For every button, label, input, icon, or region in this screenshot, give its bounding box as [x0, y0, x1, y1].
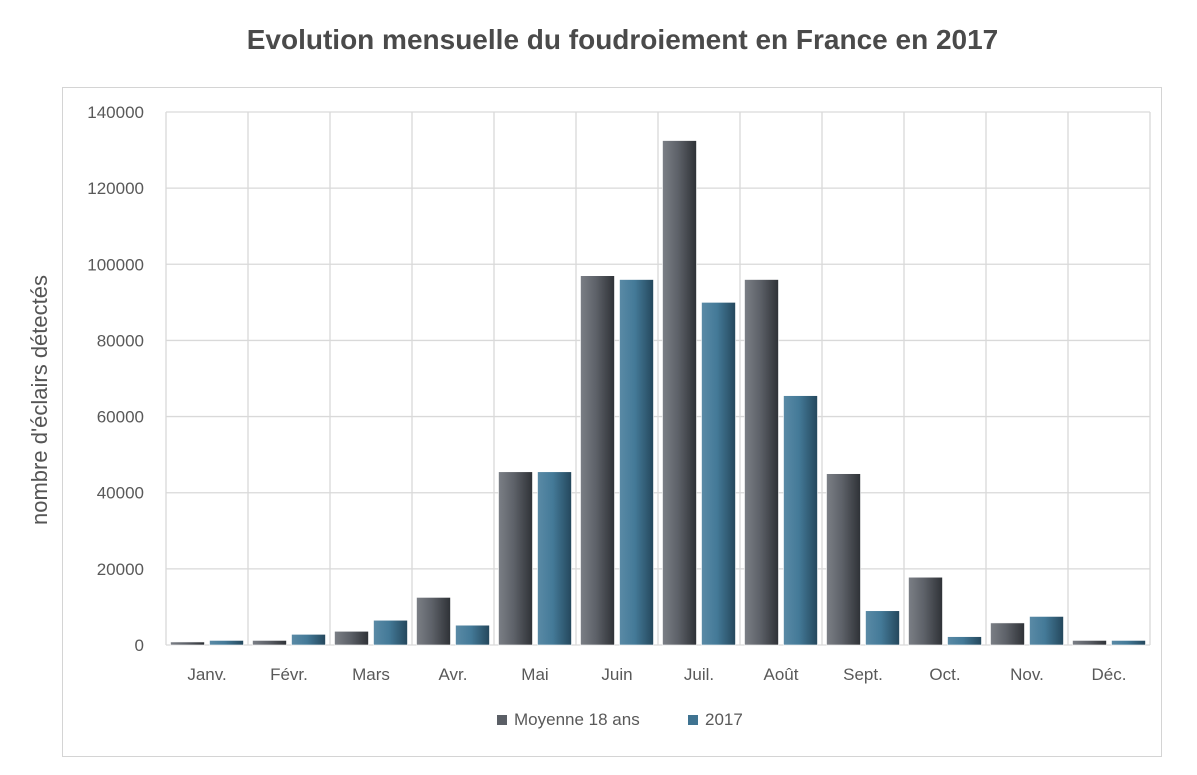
x-tick-label: Nov.	[1010, 665, 1044, 684]
bar-moyenne-5	[580, 275, 615, 646]
legend-swatch	[688, 715, 698, 725]
chart-frame	[62, 87, 1162, 757]
x-tick-label: Déc.	[1092, 665, 1127, 684]
bar-2017-10	[1029, 616, 1064, 646]
bar-2017-8	[865, 610, 900, 646]
bar-moyenne-8	[826, 473, 861, 646]
legend-swatch	[497, 715, 507, 725]
x-tick-label: Juin	[601, 665, 632, 684]
y-tick-label: 140000	[87, 103, 144, 122]
chart-title: Evolution mensuelle du foudroiement en F…	[246, 24, 999, 55]
y-tick-label: 20000	[97, 560, 144, 579]
bar-moyenne-7	[744, 279, 779, 646]
y-tick-label: 100000	[87, 255, 144, 274]
y-tick-label: 0	[135, 636, 144, 655]
bar-moyenne-4	[498, 471, 533, 646]
x-tick-label: Mai	[521, 665, 548, 684]
bar-2017-3	[455, 624, 490, 646]
bar-2017-9	[947, 636, 982, 646]
y-tick-label: 40000	[97, 484, 144, 503]
x-tick-label: Juil.	[684, 665, 714, 684]
bar-moyenne-6	[662, 140, 697, 646]
x-tick-label: Avr.	[439, 665, 468, 684]
x-tick-label: Oct.	[929, 665, 960, 684]
y-tick-label: 120000	[87, 179, 144, 198]
x-tick-label: Janv.	[187, 665, 226, 684]
bar-2017-6	[701, 302, 736, 646]
x-tick-label: Mars	[352, 665, 390, 684]
x-tick-labels: Janv. Févr. Mars Avr. Mai Juin Juil. Août Sept. O…	[187, 665, 1126, 684]
x-tick-label: Févr.	[270, 665, 308, 684]
bar-2017-2	[373, 619, 408, 646]
bar-2017-7	[783, 395, 818, 646]
y-tick-label: 80000	[97, 331, 144, 350]
bar-2017-5	[619, 279, 654, 646]
legend: Moyenne 18 ans 2017	[497, 710, 743, 729]
bar-2017-11	[1111, 640, 1146, 646]
y-tick-label: 60000	[97, 408, 144, 427]
bar-moyenne-1	[252, 640, 287, 646]
legend-label: Moyenne 18 ans	[514, 710, 640, 729]
bars	[170, 140, 1146, 646]
bar-moyenne-0	[170, 641, 205, 646]
bar-2017-4	[537, 471, 572, 646]
bar-2017-1	[291, 634, 326, 646]
bar-moyenne-11	[1072, 640, 1107, 646]
x-tick-label: Sept.	[843, 665, 883, 684]
bar-moyenne-10	[990, 622, 1025, 646]
bar-moyenne-9	[908, 576, 943, 646]
bar-2017-0	[209, 640, 244, 646]
legend-label: 2017	[705, 710, 743, 729]
x-tick-label: Août	[764, 665, 799, 684]
y-tick-labels: 0 20000 40000 60000 80000 100000 120000 140000	[87, 103, 144, 655]
bar-moyenne-3	[416, 597, 451, 646]
gridlines	[165, 111, 1151, 646]
bar-moyenne-2	[334, 630, 369, 646]
